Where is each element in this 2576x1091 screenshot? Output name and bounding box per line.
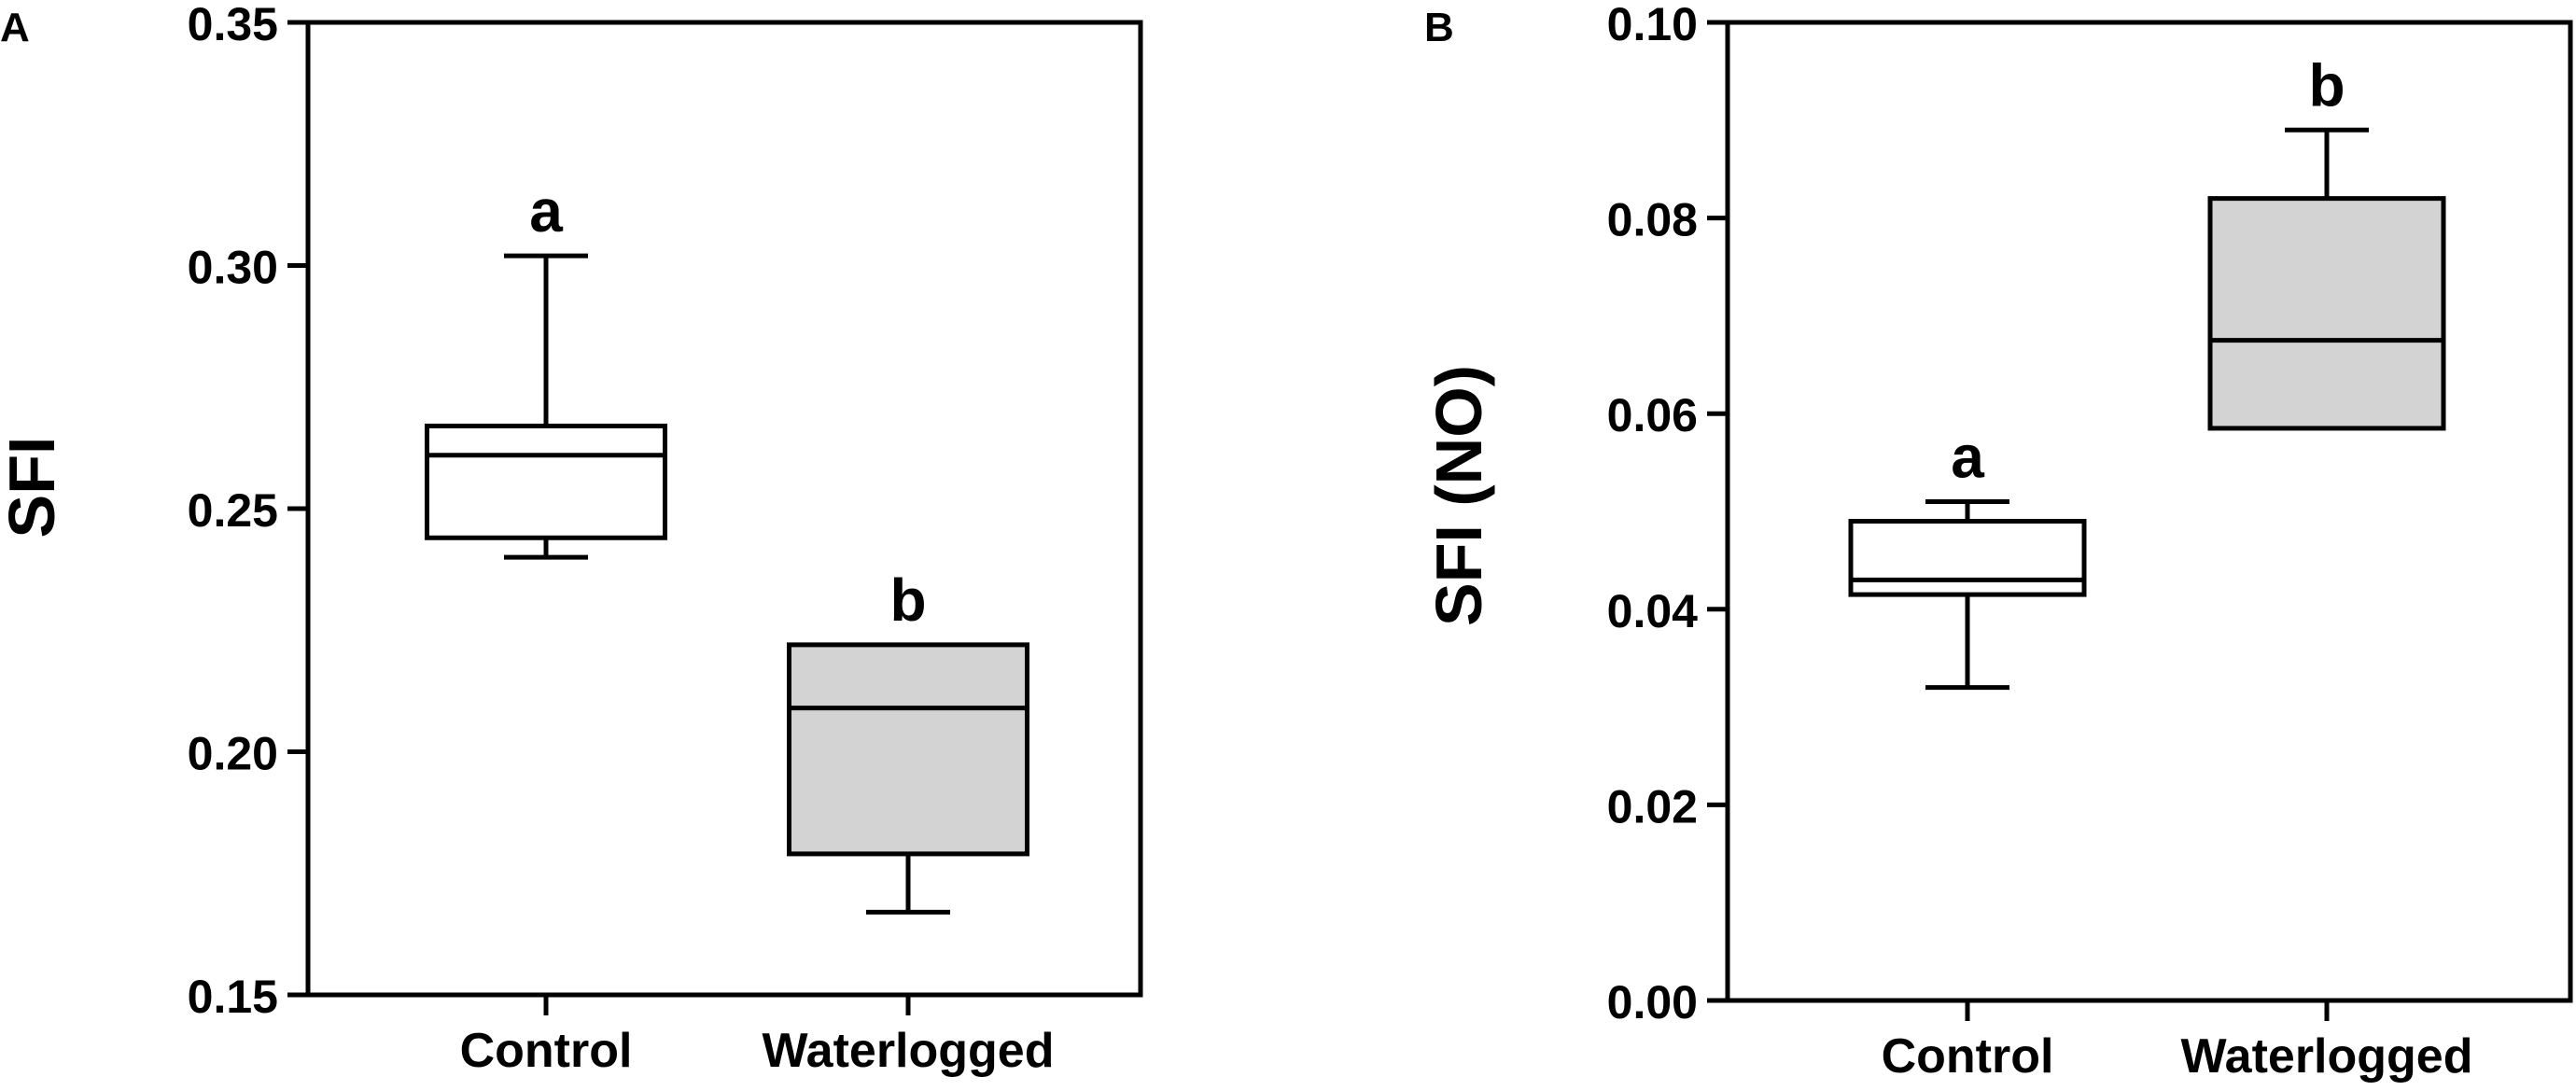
box-waterlogged: b <box>787 566 1029 915</box>
y-tick-label: 0.15 <box>188 971 278 1023</box>
panel-label: A <box>0 5 30 50</box>
y-axis-label: SFI (NO) <box>1422 365 1495 626</box>
y-tick-label: 0.06 <box>1607 389 1698 441</box>
y-tick-label: 0.20 <box>188 728 278 780</box>
y-tick-label: 0.25 <box>188 484 278 537</box>
panel-a: A SFI 0.15 0.20 0.25 0.30 0.35 Control Waterlo… <box>0 0 1143 1078</box>
y-tick-label: 0.35 <box>188 0 278 50</box>
box-body <box>2207 196 2446 431</box>
panel-label: B <box>1424 5 1454 50</box>
y-tick-label: 0.00 <box>1607 976 1698 1028</box>
box-waterlogged: b <box>2207 51 2446 431</box>
x-tick-label: Waterlogged <box>2181 1029 2473 1084</box>
y-axis-label: SFI <box>0 437 68 539</box>
x-tick-label: Control <box>460 1024 633 1078</box>
box-body <box>787 642 1029 857</box>
box-control: a <box>1848 424 2087 691</box>
y-tick-label: 0.02 <box>1607 780 1698 832</box>
y-tick-label: 0.08 <box>1607 194 1698 246</box>
x-tick-label: Control <box>1882 1029 2054 1084</box>
y-tick-label: 0.04 <box>1607 585 1699 637</box>
panel-b: B SFI (NO) 0.00 0.02 0.04 0.06 0.08 0.10 Contr… <box>1422 0 2573 1084</box>
x-tick-label: Waterlogged <box>763 1024 1055 1078</box>
box-body <box>425 423 667 540</box>
box-body <box>1848 518 2087 597</box>
significance-letter: b <box>889 566 926 634</box>
plot-frame <box>1725 20 2573 1003</box>
y-tick-label: 0.30 <box>188 242 278 294</box>
significance-letter: a <box>1951 424 1984 491</box>
y-tick-label: 0.10 <box>1607 0 1698 50</box>
significance-letter: a <box>529 177 563 245</box>
box-control: a <box>425 177 667 560</box>
significance-letter: b <box>2308 51 2345 119</box>
